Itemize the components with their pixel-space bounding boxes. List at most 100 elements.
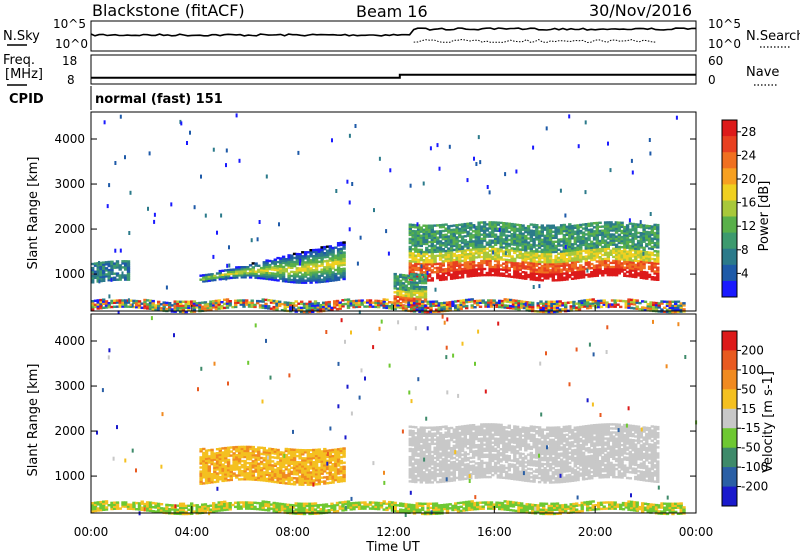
- heatmap-speckle: [220, 214, 222, 218]
- colorbar-swatch: [722, 152, 737, 169]
- heatmap-cell: [531, 302, 534, 304]
- heatmap-cell: [394, 273, 397, 275]
- freq-trace: [91, 75, 696, 78]
- heatmap-speckle: [437, 143, 439, 147]
- y-tick-label: 1000: [54, 267, 85, 281]
- freq-label: Freq.: [3, 53, 35, 68]
- heatmap-speckle: [216, 231, 218, 235]
- heatmap-speckle: [130, 191, 132, 195]
- heatmap-speckle: [492, 251, 494, 255]
- colorbar-tick-label: 20: [741, 172, 756, 186]
- heatmap-cell: [656, 242, 659, 244]
- heatmap-speckle: [608, 304, 610, 308]
- heatmap-cell: [587, 237, 590, 239]
- nave-tick-bottom: 0: [708, 73, 716, 87]
- colorbar-swatch: [722, 249, 737, 266]
- heatmap-speckle: [629, 218, 631, 222]
- heatmap-cell: [399, 303, 402, 305]
- heatmap-cell: [472, 261, 475, 263]
- heatmap-cell: [116, 260, 119, 262]
- heatmap-speckle: [610, 168, 612, 172]
- heatmap-speckle: [120, 115, 122, 119]
- colorbar-tick-label: 28: [741, 125, 756, 139]
- heatmap-speckle: [98, 261, 100, 265]
- heatmap-speckle: [389, 168, 391, 172]
- heatmap-cell: [127, 270, 130, 272]
- heatmap-speckle: [650, 212, 652, 216]
- heatmap-cell: [480, 270, 483, 272]
- heatmap-cell: [601, 274, 604, 276]
- heatmap-speckle: [228, 264, 230, 268]
- colorbar-tick-label: 8: [741, 243, 749, 257]
- heatmap-cell: [424, 286, 427, 288]
- nave-label: Nave: [746, 65, 779, 80]
- heatmap-speckle: [439, 167, 441, 171]
- heatmap-speckle: [180, 121, 182, 125]
- heatmap-speckle: [107, 204, 109, 208]
- colorbar-tick-label: 12: [741, 219, 756, 233]
- heatmap-cell: [295, 300, 298, 302]
- heatmap-cell: [229, 302, 232, 304]
- heatmap-speckle: [189, 131, 191, 135]
- heatmap-speckle: [373, 208, 375, 212]
- heatmap-cell: [91, 308, 94, 310]
- heatmap-speckle: [212, 255, 214, 259]
- heatmap-cell: [600, 306, 603, 308]
- heatmap-cell: [369, 299, 372, 301]
- heatmap-speckle: [420, 251, 422, 255]
- heatmap-cell: [598, 222, 601, 224]
- heatmap-cell: [110, 269, 113, 271]
- heatmap-speckle: [98, 279, 100, 283]
- heatmap-cell: [682, 304, 685, 306]
- heatmap-cell: [263, 447, 266, 449]
- heatmap-cell: [642, 267, 645, 269]
- station-title: Blackstone (fitACF): [92, 1, 245, 20]
- colorbar-swatch: [722, 281, 737, 298]
- heatmap-speckle: [128, 231, 130, 235]
- heatmap-cell: [315, 463, 318, 465]
- heatmap-cell: [91, 267, 94, 269]
- heatmap-speckle: [108, 294, 110, 298]
- heatmap-speckle: [194, 205, 196, 209]
- heatmap-speckle: [546, 126, 548, 130]
- heatmap-speckle: [676, 116, 678, 120]
- colorbar-swatch: [722, 184, 737, 201]
- heatmap-speckle: [297, 151, 299, 155]
- cpid-text: normal (fast) 151: [95, 92, 223, 107]
- heatmap-cell: [552, 275, 555, 277]
- heatmap-cell: [521, 224, 524, 226]
- heatmap-speckle: [147, 207, 149, 211]
- heatmap-speckle: [504, 172, 506, 176]
- freq-unit-label: [MHz]: [5, 67, 43, 82]
- heatmap-speckle: [538, 284, 540, 288]
- power-colorbar-label: Power [dB]: [757, 181, 772, 252]
- heatmap-cell: [619, 306, 622, 308]
- heatmap-speckle: [478, 135, 480, 139]
- noise-panel-frame: [91, 21, 696, 51]
- freq-tick-top: 18: [62, 54, 77, 68]
- heatmap-cell: [578, 308, 581, 310]
- heatmap-cell: [328, 303, 331, 305]
- heatmap-cell: [656, 275, 659, 277]
- heatmap-cell: [414, 426, 417, 428]
- heatmap-speckle: [120, 249, 122, 253]
- noise-left-tick-top: 10^5: [53, 17, 86, 31]
- heatmap-speckle: [430, 146, 432, 150]
- heatmap-cell: [276, 449, 279, 451]
- heatmap-speckle: [473, 225, 475, 229]
- y-tick-label: 4000: [54, 132, 85, 146]
- heatmap-cell: [342, 480, 345, 482]
- heatmap-cell: [245, 299, 248, 301]
- colorbar-tick-label: 4: [741, 266, 749, 280]
- noise-search-trace: [414, 40, 656, 43]
- heatmap-cell: [620, 222, 623, 224]
- heatmap-speckle: [479, 160, 481, 164]
- heatmap-speckle: [585, 120, 587, 124]
- heatmap-cell: [494, 234, 497, 236]
- heatmap-speckle: [586, 269, 588, 273]
- heatmap-cell: [508, 253, 511, 255]
- heatmap-cell: [278, 301, 281, 303]
- heatmap-cell: [539, 300, 542, 302]
- heatmap-speckle: [278, 222, 280, 226]
